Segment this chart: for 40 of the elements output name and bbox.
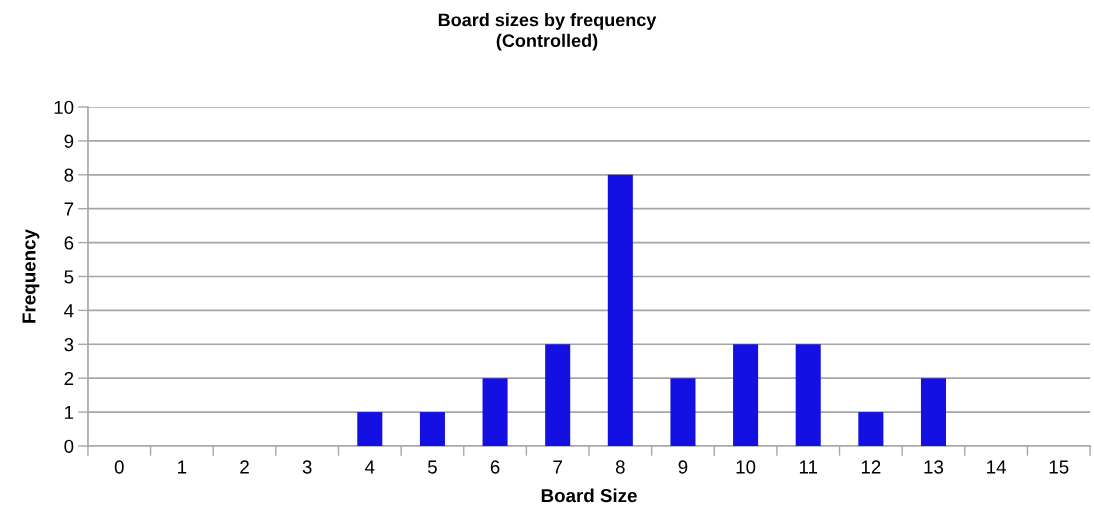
y-axis-title: Frequency [22,229,40,323]
x-tick-label: 10 [736,460,756,474]
x-tick-label: 1 [178,460,187,474]
x-tick-label: 6 [490,460,500,474]
bar [795,344,821,446]
x-tick-label: 11 [799,460,818,474]
y-tick-label: 1 [65,405,74,419]
x-axis-title: Board Size [541,488,637,503]
bar [733,344,759,446]
x-tick-label: 12 [861,460,881,474]
x-tick-label: 15 [1049,460,1069,474]
y-tick-label: 3 [64,337,74,352]
x-tick-label: 4 [365,460,375,474]
x-tick-label: 9 [678,460,688,474]
x-tick-label: 7 [553,460,562,474]
x-tick-label: 5 [427,460,437,474]
x-tick-label: 13 [924,460,944,474]
x-tick-label: 3 [302,460,312,474]
x-tick-label: 14 [987,460,1006,474]
bar [419,412,445,446]
x-tick-label: 0 [114,460,124,474]
y-tick-label: 10 [54,100,74,114]
y-tick-label: 7 [64,202,74,216]
bar [545,344,571,446]
y-tick-label: 8 [64,168,74,182]
chart-title: Board sizes by frequency (Controlled) [438,13,657,51]
y-tick-label: 4 [64,304,74,318]
y-tick-label: 0 [64,439,74,453]
x-tick-label: 2 [240,460,249,474]
bar [670,378,696,446]
bar [357,412,383,446]
bar [920,378,947,446]
y-tick-label: 2 [64,371,74,385]
y-tick-label: 6 [64,236,74,250]
y-tick-label: 9 [64,134,74,148]
x-tick-label: 8 [615,460,625,474]
bar [482,378,508,446]
bar [607,174,633,446]
bar [858,412,884,446]
y-tick-label: 5 [64,270,74,284]
